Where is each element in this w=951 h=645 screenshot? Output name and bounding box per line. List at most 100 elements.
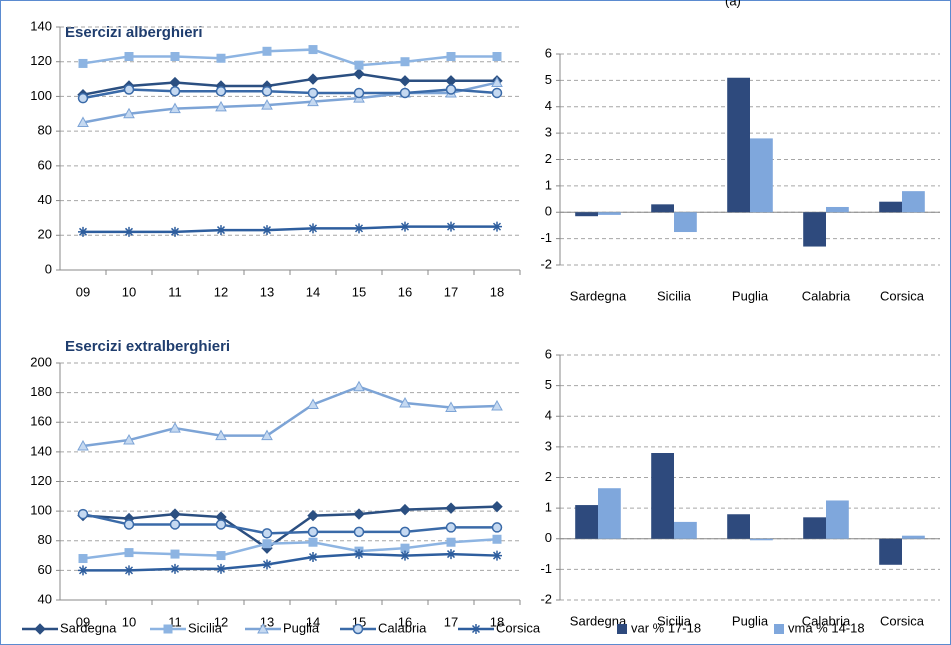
legend-label: Sicilia: [188, 620, 223, 635]
y-tick-label: 40: [38, 591, 52, 606]
x-tick-label: Sicilia: [657, 613, 692, 628]
legend-marker: [471, 624, 481, 634]
point: [216, 53, 226, 63]
point: [492, 534, 502, 544]
series-line: [82, 385, 498, 448]
bar: [803, 517, 826, 539]
point: [308, 537, 318, 547]
point: [307, 526, 319, 538]
y-tick-label: 140: [30, 18, 52, 33]
point: [261, 429, 273, 441]
point: [78, 565, 88, 576]
point: [215, 100, 227, 112]
x-tick-label: 16: [398, 614, 412, 629]
y-tick-label: 4: [545, 98, 552, 113]
point: [307, 398, 319, 409]
x-tick-label: 14: [306, 284, 320, 299]
point: [399, 87, 411, 99]
y-tick-label: -2: [540, 256, 552, 271]
point: [216, 551, 226, 561]
series-line: [82, 538, 498, 560]
legend-label: Puglia: [283, 620, 320, 635]
point: [170, 549, 180, 559]
point: [124, 52, 134, 62]
point: [445, 502, 457, 514]
x-tick-label: Corsica: [880, 613, 925, 628]
point: [399, 526, 411, 538]
bar: [575, 212, 598, 217]
point: [77, 116, 89, 127]
x-tick-label: 11: [168, 284, 182, 299]
legend-marker: [257, 622, 269, 634]
y-tick-label: 120: [30, 53, 52, 68]
bar: [879, 538, 902, 565]
x-tick-label: Calabria: [802, 288, 851, 303]
y-tick-label: 0: [545, 204, 552, 219]
point: [445, 522, 457, 533]
legend-swatch: [617, 624, 627, 634]
point: [78, 58, 88, 68]
y-tick-label: 120: [30, 473, 52, 488]
point: [215, 429, 227, 441]
point: [215, 85, 227, 97]
x-tick-label: Sardegna: [570, 613, 627, 628]
series-line: [82, 81, 498, 124]
y-tick-label: 100: [30, 503, 52, 518]
y-tick-label: 2: [545, 151, 552, 166]
x-tick-label: 12: [214, 614, 228, 629]
point: [399, 503, 411, 516]
legend-label: Corsica: [496, 620, 541, 635]
bar: [598, 212, 621, 215]
y-tick-label: -1: [540, 230, 552, 245]
point: [446, 549, 456, 560]
series-line: [82, 512, 497, 535]
bar: [826, 206, 849, 213]
bar: [727, 514, 750, 539]
point: [354, 60, 364, 70]
bar: [750, 538, 773, 541]
y-tick-label: 160: [30, 414, 52, 429]
y-tick-label: 6: [545, 346, 552, 361]
chart-title: Esercizi extralberghieri: [65, 338, 230, 355]
y-tick-label: 80: [38, 532, 52, 547]
point: [124, 548, 134, 558]
y-tick-label: 80: [38, 123, 52, 138]
point: [491, 522, 503, 533]
x-tick-label: 15: [352, 284, 366, 299]
bar: [902, 535, 925, 539]
point: [353, 526, 365, 538]
point: [261, 99, 273, 110]
point: [77, 92, 89, 104]
point: [169, 519, 181, 530]
point: [124, 226, 134, 237]
bar: [727, 77, 750, 213]
y-tick-label: -2: [540, 591, 552, 606]
point: [399, 75, 411, 87]
y-tick-label: 5: [545, 72, 552, 87]
y-tick-label: 40: [38, 192, 52, 207]
chart-title: Esercizi alberghieri: [65, 24, 203, 41]
point: [78, 554, 88, 564]
point: [491, 500, 503, 513]
series-line: [82, 48, 497, 67]
y-tick-label: 60: [38, 157, 52, 172]
point: [400, 57, 410, 67]
point: [353, 87, 365, 99]
point: [77, 508, 89, 520]
point: [78, 226, 88, 237]
point: [123, 433, 135, 445]
y-tick-label: 1: [545, 500, 552, 515]
legend-label: Calabria: [378, 620, 427, 635]
point: [262, 539, 272, 549]
point: [77, 439, 89, 451]
point: [400, 550, 410, 561]
point: [124, 565, 134, 576]
point: [123, 84, 135, 95]
x-tick-label: 17: [444, 614, 458, 629]
x-tick-label: 13: [260, 284, 274, 299]
point: [170, 226, 180, 237]
x-tick-label: 10: [122, 284, 136, 299]
series-line: [83, 225, 497, 234]
bar: [879, 201, 902, 213]
point: [216, 225, 226, 236]
